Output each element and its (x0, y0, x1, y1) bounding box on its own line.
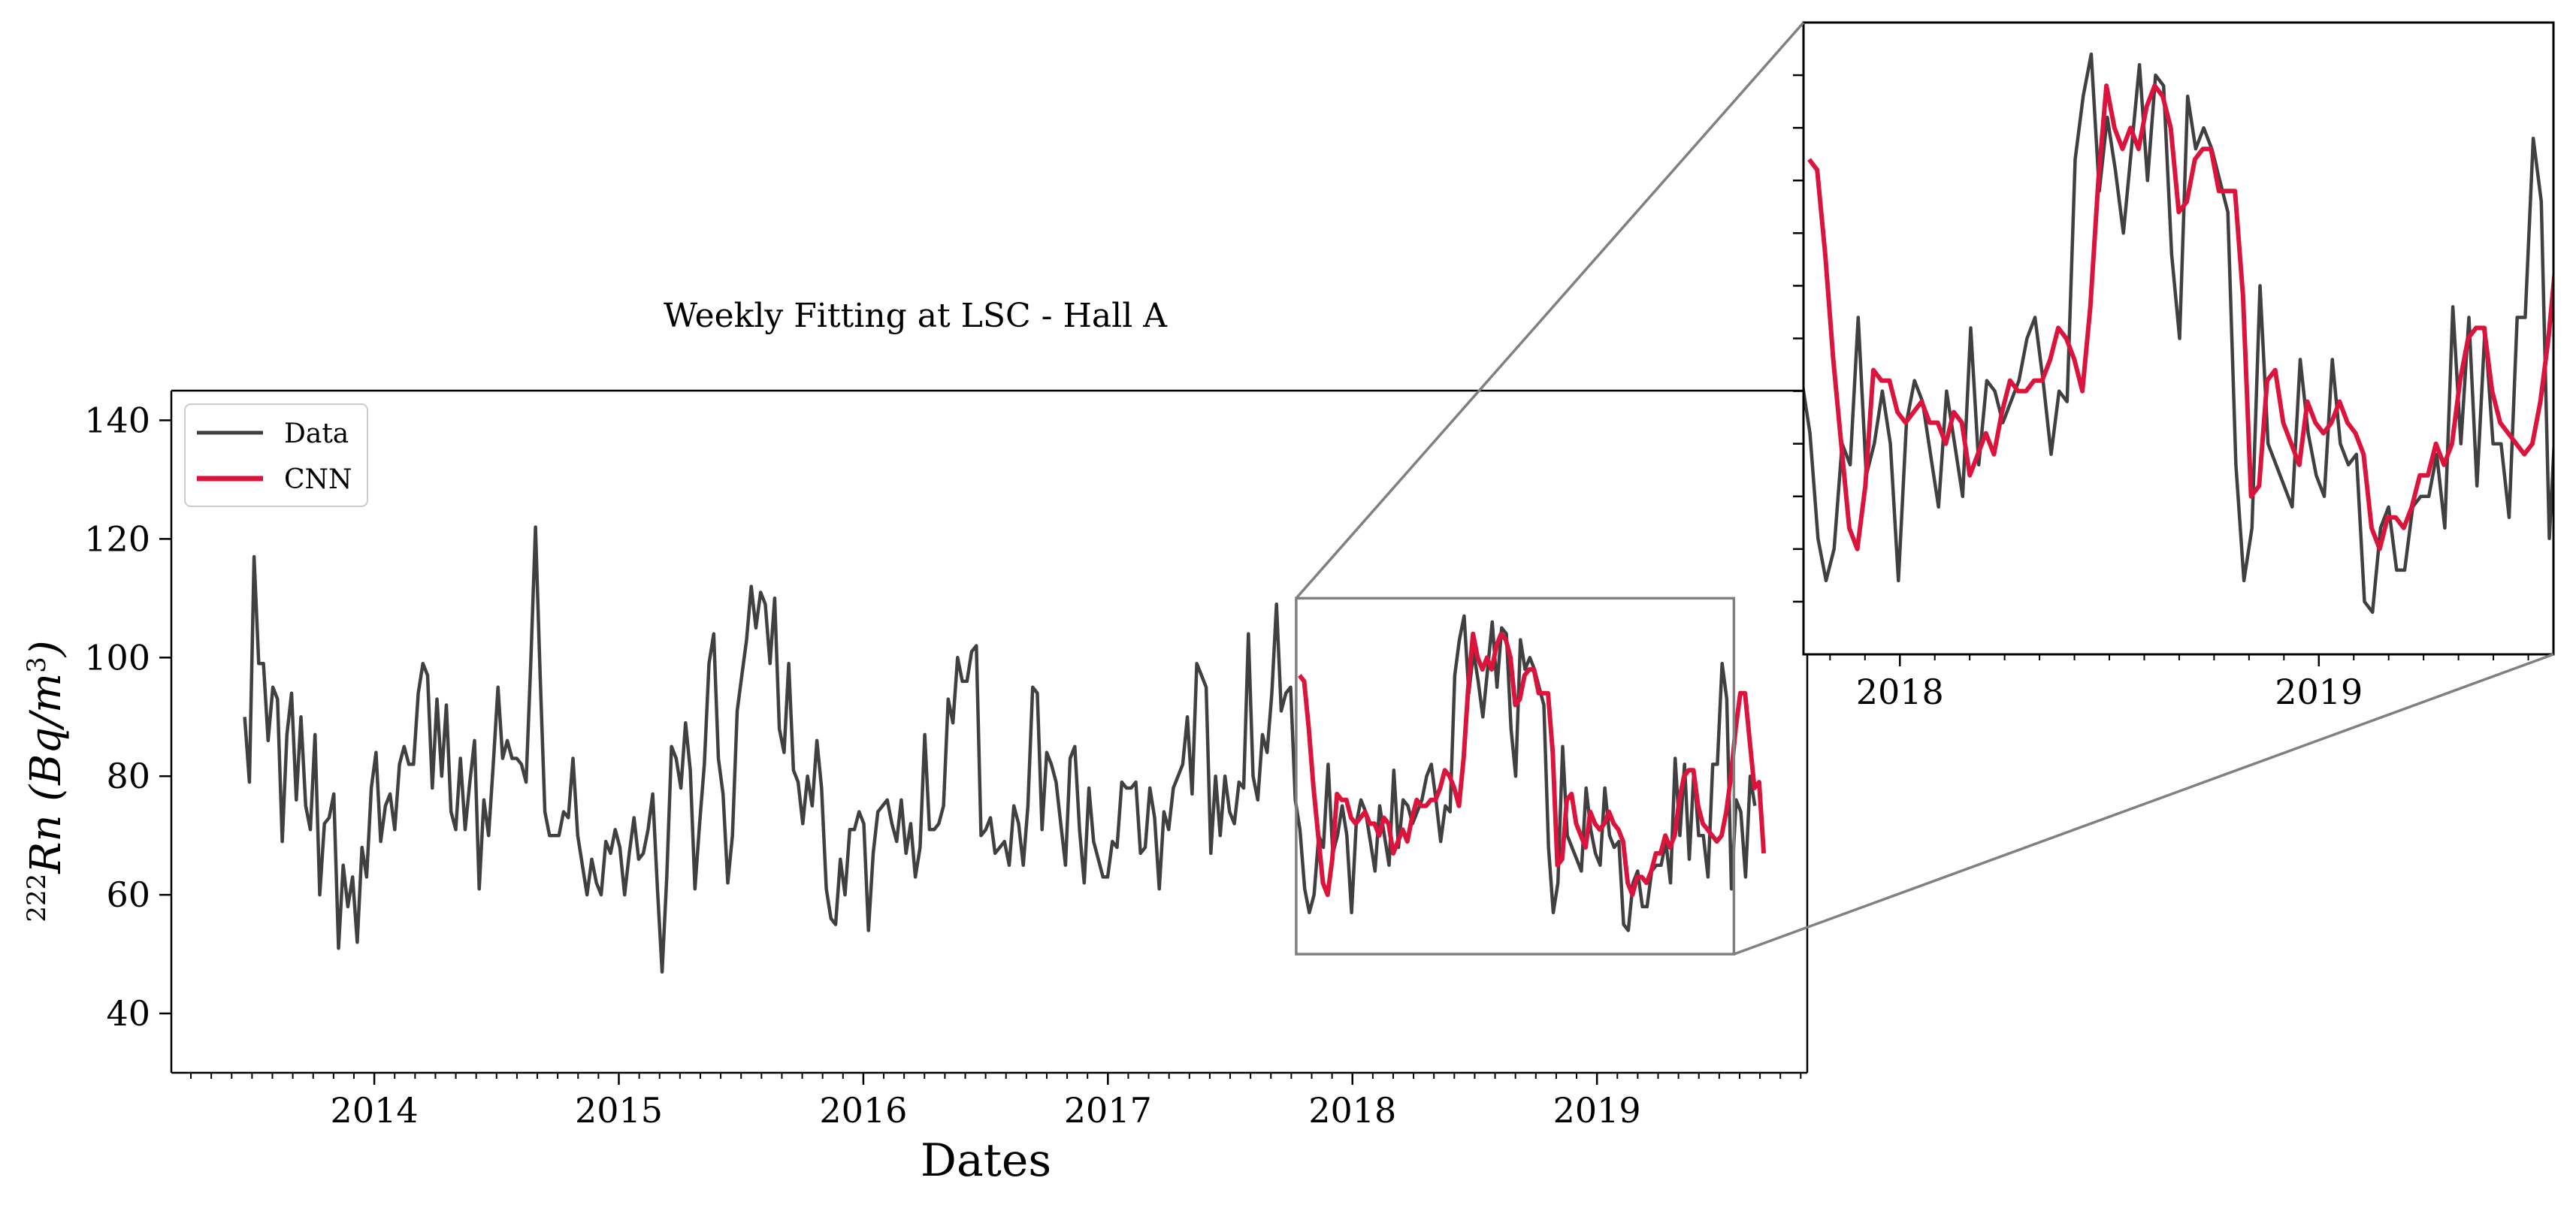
y-axis-label: 222Rn (Bq/m3) (22, 640, 71, 922)
x-tick-label: 2018 (1308, 1090, 1396, 1131)
legend-label-cnn: CNN (284, 464, 352, 495)
y-axis-label-close: ) (22, 640, 71, 657)
zoom-connector-top (1295, 21, 1805, 599)
series-line-cnn (1297, 631, 1767, 898)
inset-frame (1802, 21, 2555, 656)
y-axis-label-superscript: 222 (22, 874, 52, 923)
x-tick-label: 2016 (819, 1090, 907, 1131)
zoom-inset-plot: 2018 2019 (1793, 21, 2555, 712)
y-axis-label-exponent: 3 (22, 657, 52, 673)
inset-series-group (1804, 52, 2553, 615)
legend-label-data: Data (284, 418, 349, 449)
series-line-data (243, 525, 1757, 974)
y-axis-label-main: Rn (Bq/m (22, 673, 71, 874)
chart-title: Weekly Fitting at LSC - Hall A (664, 297, 1168, 335)
x-axis-label: Dates (921, 1134, 1051, 1187)
x-tick-label: 2014 (331, 1090, 419, 1131)
y-tick-label: 140 (84, 400, 150, 440)
zoom-connector-lines (1295, 21, 2554, 956)
x-tick-label: 2017 (1064, 1090, 1152, 1131)
inset-x-tick-label: 2019 (2275, 672, 2363, 712)
main-plot-area: 2014 2015 2016 2017 2018 2019 40 60 80 100 120 140 (84, 389, 1809, 1131)
y-tick-label: 120 (84, 518, 150, 559)
legend: Data CNN (184, 403, 368, 507)
zoom-region-box (1295, 596, 1736, 956)
inset-series-line-data (1804, 52, 2553, 615)
zoom-connector-bottom (1733, 653, 2554, 956)
x-tick-label: 2015 (575, 1090, 663, 1131)
y-tick-label: 60 (106, 874, 150, 915)
inset-x-tick-label: 2018 (1856, 672, 1944, 712)
x-tick-label: 2019 (1553, 1090, 1641, 1131)
y-tick-label: 100 (84, 637, 150, 678)
y-tick-label: 80 (106, 756, 150, 796)
inset-series-line-cnn (1807, 83, 2553, 551)
y-tick-label: 40 (106, 993, 150, 1034)
